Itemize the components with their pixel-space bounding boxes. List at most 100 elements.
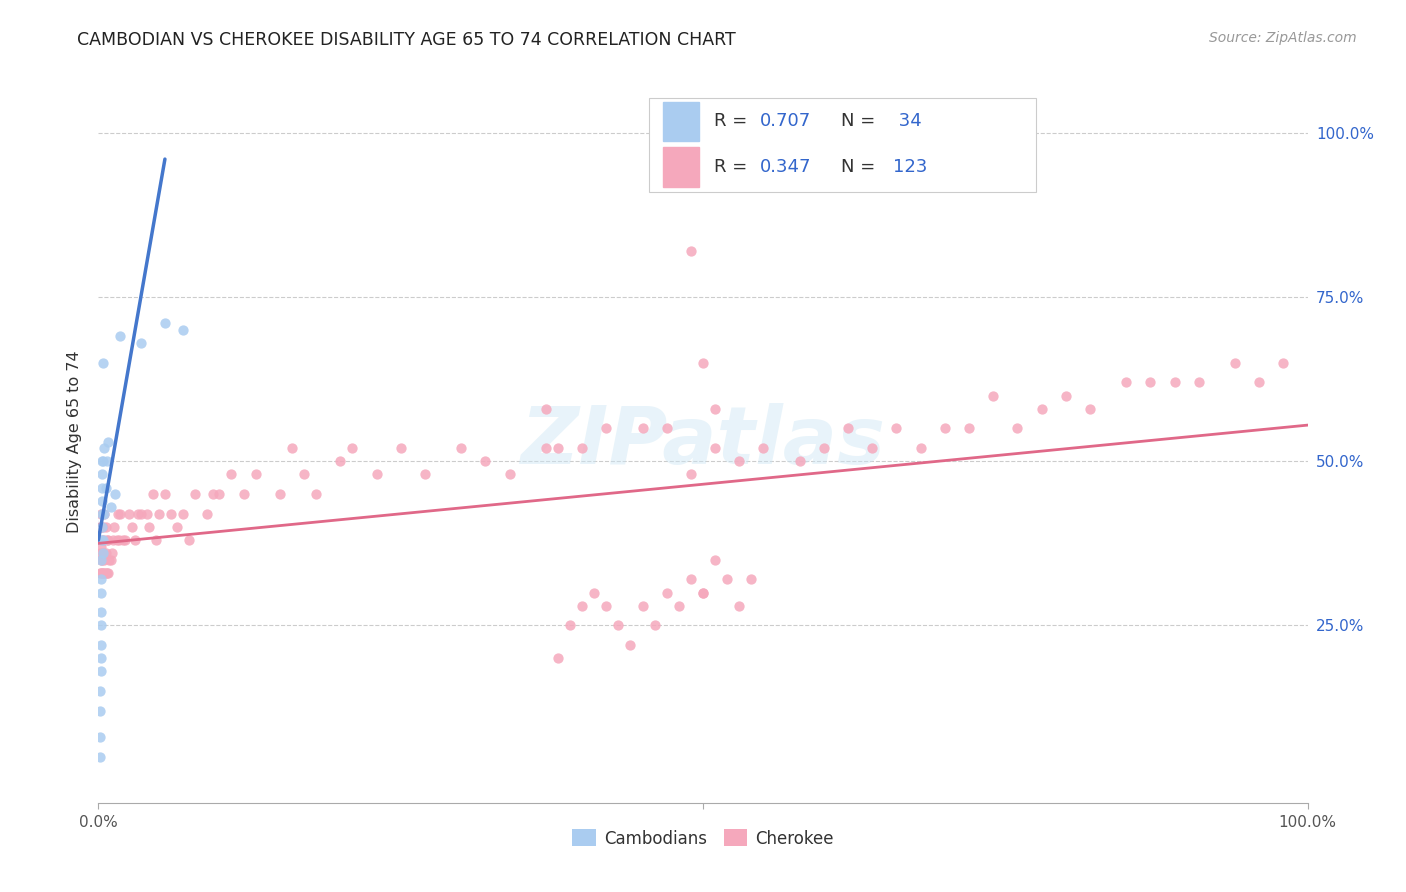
Point: [98, 553, 121, 567]
Point: [547, 441, 569, 455]
Point: [89, 730, 111, 744]
Point: [166, 520, 188, 534]
Point: [89, 546, 111, 560]
Point: [679, 244, 702, 258]
Point: [108, 329, 131, 343]
Point: [1249, 376, 1271, 390]
Point: [93, 553, 115, 567]
Point: [96, 454, 118, 468]
Point: [728, 454, 751, 468]
Point: [208, 487, 231, 501]
Point: [129, 507, 152, 521]
Point: [91, 356, 114, 370]
Legend: Cambodians, Cherokee: Cambodians, Cherokee: [564, 821, 842, 856]
Point: [232, 487, 254, 501]
Point: [184, 487, 207, 501]
Point: [837, 421, 859, 435]
Point: [1272, 356, 1295, 370]
Point: [91, 493, 114, 508]
Point: [90, 540, 112, 554]
Point: [91, 520, 114, 534]
Point: [89, 520, 111, 534]
Point: [93, 507, 115, 521]
Point: [221, 467, 243, 482]
Point: [124, 533, 146, 547]
Text: Source: ZipAtlas.com: Source: ZipAtlas.com: [1209, 31, 1357, 45]
Point: [91, 546, 114, 560]
Point: [1031, 401, 1053, 416]
Point: [100, 500, 122, 515]
Point: [886, 421, 908, 435]
Point: [96, 566, 118, 580]
Text: ZIPatlas: ZIPatlas: [520, 402, 886, 481]
Point: [644, 618, 666, 632]
Point: [90, 553, 112, 567]
Point: [107, 507, 129, 521]
Text: N =: N =: [841, 112, 880, 130]
Point: [172, 323, 194, 337]
Text: CAMBODIAN VS CHEROKEE DISABILITY AGE 65 TO 74 CORRELATION CHART: CAMBODIAN VS CHEROKEE DISABILITY AGE 65 …: [77, 31, 737, 49]
Point: [202, 487, 225, 501]
Point: [90, 665, 112, 679]
Point: [89, 684, 111, 698]
Point: [97, 533, 120, 547]
Point: [595, 599, 617, 613]
Point: [94, 520, 117, 534]
Point: [93, 533, 115, 547]
Point: [94, 481, 117, 495]
Point: [100, 546, 122, 560]
Point: [108, 533, 131, 547]
Point: [1163, 376, 1185, 390]
Point: [90, 651, 112, 665]
Point: [583, 585, 606, 599]
Point: [342, 441, 364, 455]
Point: [547, 651, 569, 665]
Point: [91, 533, 114, 547]
Point: [93, 507, 115, 521]
Point: [910, 441, 932, 455]
Point: [474, 454, 496, 468]
Point: [692, 585, 714, 599]
Point: [1078, 401, 1101, 416]
Point: [97, 566, 120, 580]
Point: [704, 401, 727, 416]
Point: [1054, 388, 1077, 402]
Point: [631, 421, 654, 435]
Point: [571, 441, 593, 455]
Point: [91, 454, 114, 468]
Point: [94, 566, 117, 580]
Point: [269, 487, 291, 501]
Point: [679, 467, 702, 482]
Point: [89, 749, 111, 764]
Point: [692, 585, 714, 599]
Point: [91, 566, 114, 580]
Point: [90, 585, 112, 599]
Point: [172, 507, 194, 521]
Point: [129, 336, 152, 351]
Point: [160, 507, 183, 521]
Point: [704, 441, 727, 455]
Point: [692, 356, 714, 370]
Point: [153, 316, 176, 330]
Point: [93, 566, 115, 580]
Point: [305, 487, 328, 501]
Point: [105, 533, 128, 547]
Text: R =: R =: [714, 158, 752, 176]
Point: [595, 421, 617, 435]
Point: [91, 454, 114, 468]
Point: [655, 421, 678, 435]
Point: [90, 618, 112, 632]
FancyBboxPatch shape: [648, 98, 1035, 193]
Point: [91, 481, 114, 495]
Point: [90, 520, 112, 534]
Point: [91, 566, 114, 580]
Point: [90, 533, 112, 547]
Point: [571, 599, 593, 613]
Point: [716, 573, 738, 587]
Bar: [664, 102, 699, 141]
Point: [1115, 376, 1137, 390]
Point: [692, 120, 714, 134]
Point: [96, 533, 118, 547]
Point: [1007, 421, 1029, 435]
Point: [91, 507, 114, 521]
